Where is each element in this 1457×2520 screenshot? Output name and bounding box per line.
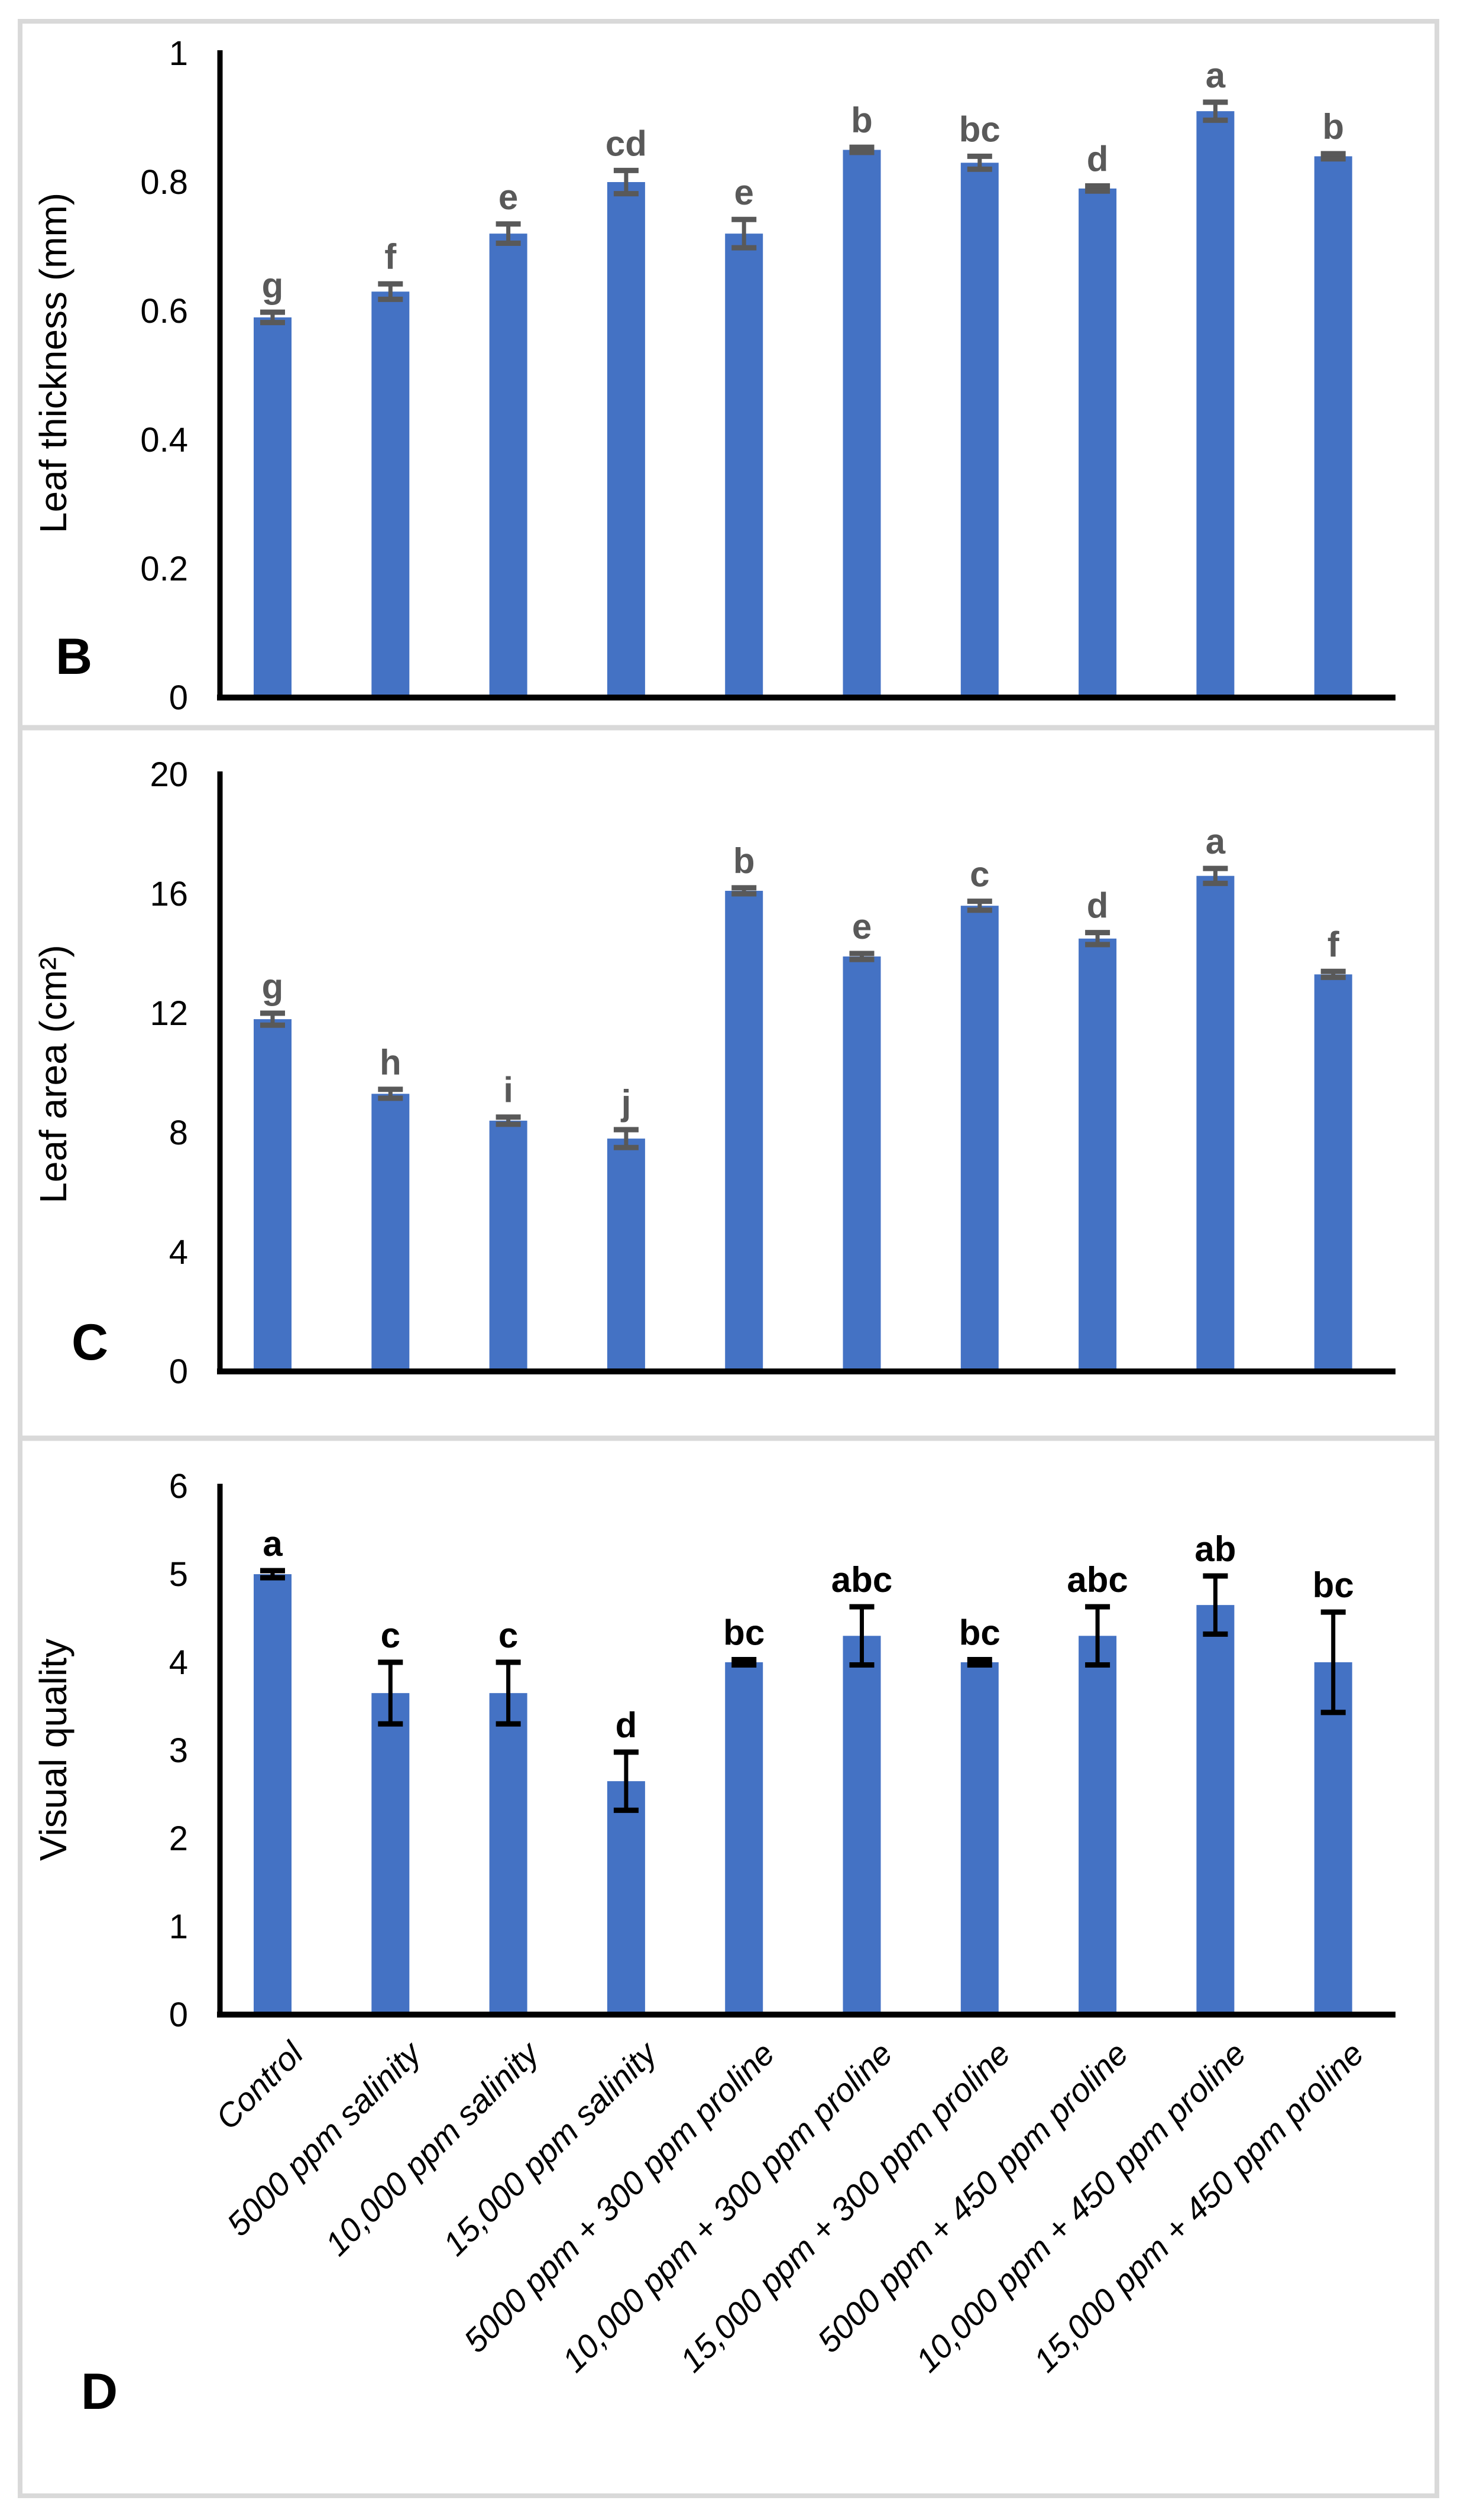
significance-letter: b [1322, 107, 1344, 147]
y-axis-title: Visual quality [32, 1639, 75, 1861]
y-tick-label: 0.4 [140, 421, 188, 459]
bar [254, 317, 292, 698]
significance-letter: a [1206, 56, 1226, 95]
bar [1196, 875, 1235, 1371]
bar [1314, 974, 1352, 1371]
significance-letter: g [262, 265, 284, 305]
bar [371, 291, 410, 698]
y-tick-label: 12 [150, 994, 188, 1033]
bar [1079, 1636, 1117, 2015]
significance-letter: b [733, 841, 755, 881]
significance-letter: d [1087, 140, 1109, 179]
bar [725, 890, 763, 1371]
significance-letter: c [381, 1616, 400, 1655]
significance-letter: f [1328, 925, 1340, 964]
y-tick-label: 2 [169, 1820, 188, 1858]
bar [960, 163, 999, 698]
significance-letter: bc [1313, 1565, 1354, 1605]
y-axis-title: Leaf thickness (mm) [32, 193, 75, 533]
bar [371, 1094, 410, 1371]
y-tick-label: 4 [169, 1233, 188, 1272]
y-tick-label: 3 [169, 1731, 188, 1770]
significance-letter: b [851, 100, 873, 140]
significance-letter: abc [831, 1560, 892, 1600]
y-tick-label: 6 [169, 1467, 188, 1506]
significance-letter: a [1206, 822, 1226, 861]
y-tick-label: 20 [150, 755, 188, 794]
significance-letter: i [503, 1071, 513, 1110]
bar [607, 1139, 645, 1371]
significance-letter: h [380, 1043, 402, 1082]
bar [960, 1662, 999, 2015]
significance-letter: c [970, 855, 989, 894]
y-tick-label: 1 [169, 1908, 188, 1946]
significance-letter: e [734, 173, 754, 212]
bar [371, 1693, 410, 2015]
y-tick-label: 0 [169, 679, 188, 717]
significance-letter: bc [723, 1613, 765, 1653]
significance-letter: d [616, 1705, 637, 1745]
significance-letter: j [621, 1083, 632, 1123]
figure-border [18, 19, 1439, 2498]
significance-letter: c [498, 1616, 518, 1655]
y-tick-label: 4 [169, 1643, 188, 1682]
panel-letter: B [56, 628, 92, 685]
bar [607, 182, 645, 698]
significance-letter: e [498, 177, 518, 217]
bar [1314, 156, 1352, 698]
bar [254, 1019, 292, 1371]
bar [1079, 188, 1117, 698]
significance-letter: bc [959, 1613, 1001, 1653]
significance-letter: d [1087, 886, 1109, 926]
y-tick-label: 1 [169, 34, 188, 73]
bar [489, 233, 527, 698]
significance-letter: cd [606, 124, 647, 163]
panel-letter: D [81, 2363, 118, 2420]
bar [1196, 1605, 1235, 2015]
y-tick-label: 0.2 [140, 550, 188, 588]
significance-letter: e [852, 907, 872, 946]
bar [489, 1120, 527, 1371]
significance-letter: abc [1067, 1560, 1128, 1600]
bar [607, 1781, 645, 2015]
bar [960, 906, 999, 1371]
significance-letter: a [263, 1524, 283, 1564]
y-tick-label: 0.6 [140, 292, 188, 330]
bar [843, 1636, 881, 2015]
bar [1314, 1662, 1352, 2015]
y-axis-title: Leaf area (cm²) [32, 945, 75, 1203]
y-tick-label: 8 [169, 1114, 188, 1152]
bar [725, 1662, 763, 2015]
significance-letter: ab [1194, 1529, 1236, 1569]
significance-letter: bc [959, 109, 1001, 149]
y-tick-label: 0.8 [140, 163, 188, 202]
significance-letter: f [384, 237, 397, 277]
bar [1079, 938, 1117, 1371]
bar [843, 956, 881, 1371]
bar [254, 1574, 292, 2015]
significance-letter: g [262, 967, 284, 1006]
bar [725, 233, 763, 698]
y-tick-label: 5 [169, 1555, 188, 1594]
bar [843, 150, 881, 698]
panel-letter: C [72, 1314, 108, 1371]
y-tick-label: 0 [169, 1996, 188, 2034]
bar [1196, 111, 1235, 698]
y-tick-label: 0 [169, 1353, 188, 1391]
y-tick-label: 16 [150, 875, 188, 913]
bar [489, 1693, 527, 2015]
